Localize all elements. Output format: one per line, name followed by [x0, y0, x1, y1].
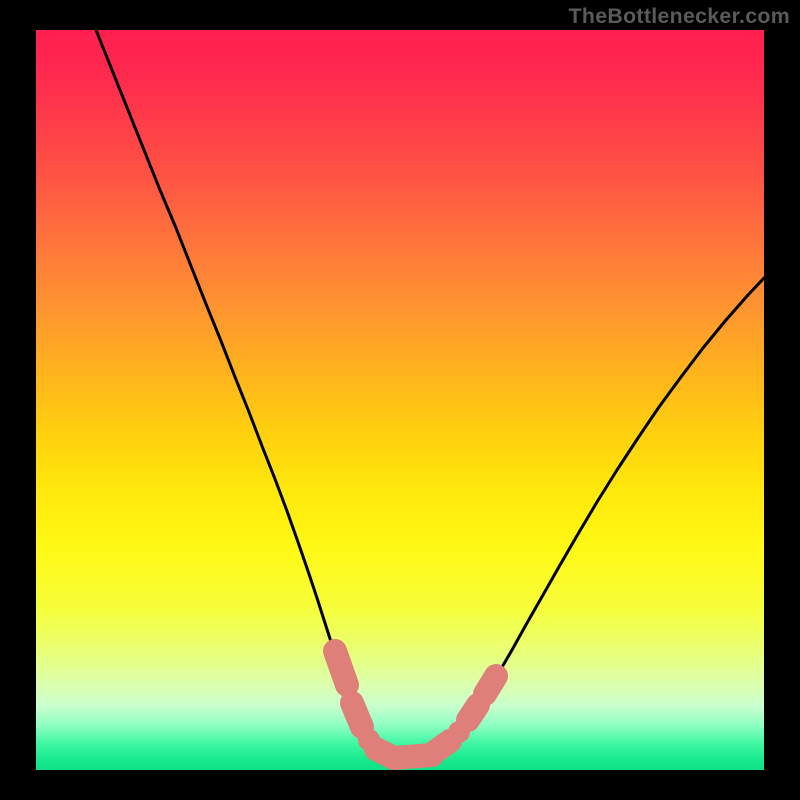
markers-left	[335, 651, 392, 757]
plot-area	[36, 30, 764, 770]
chart-stage: TheBottlenecker.com	[0, 0, 800, 800]
markers-right	[436, 676, 496, 751]
curve-left	[96, 30, 402, 759]
curve-right	[402, 278, 764, 759]
watermark-text: TheBottlenecker.com	[569, 4, 790, 29]
curves-svg	[36, 30, 764, 770]
